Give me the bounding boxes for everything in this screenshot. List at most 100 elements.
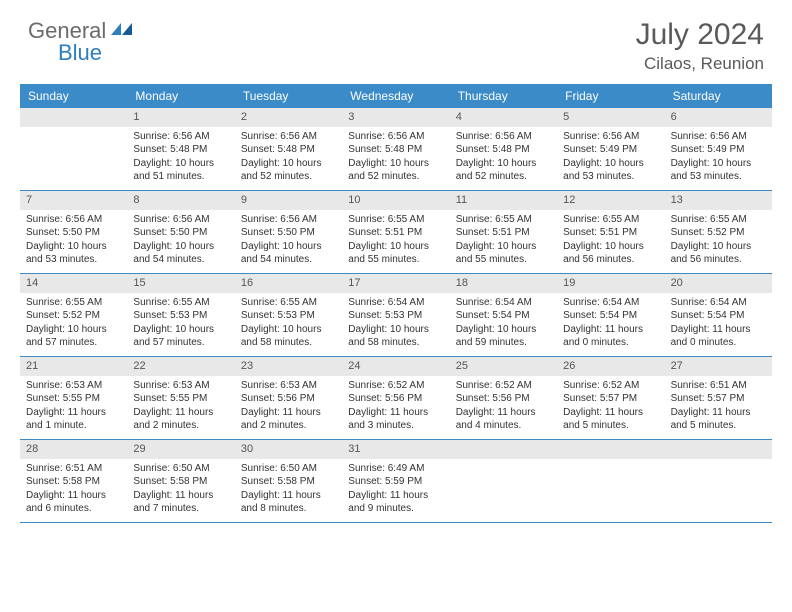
sunrise-text: Sunrise: 6:53 AM [133, 379, 228, 393]
week-row: 1Sunrise: 6:56 AMSunset: 5:48 PMDaylight… [20, 108, 772, 191]
day-cell: 31Sunrise: 6:49 AMSunset: 5:59 PMDayligh… [342, 440, 449, 522]
sunset-text: Sunset: 5:49 PM [671, 143, 766, 157]
sunset-text: Sunset: 5:53 PM [241, 309, 336, 323]
sunrise-text: Sunrise: 6:56 AM [133, 213, 228, 227]
daylight-text: Daylight: 11 hours and 2 minutes. [133, 406, 228, 433]
day-number: 29 [127, 440, 234, 459]
day-number [557, 440, 664, 459]
day-cell: 8Sunrise: 6:56 AMSunset: 5:50 PMDaylight… [127, 191, 234, 273]
day-body: Sunrise: 6:55 AMSunset: 5:51 PMDaylight:… [342, 210, 449, 272]
sunset-text: Sunset: 5:51 PM [348, 226, 443, 240]
day-number: 20 [665, 274, 772, 293]
day-cell-empty [450, 440, 557, 522]
sunset-text: Sunset: 5:48 PM [241, 143, 336, 157]
day-number: 15 [127, 274, 234, 293]
day-header-sunday: Sunday [20, 84, 127, 108]
day-cell-empty [20, 108, 127, 190]
day-body: Sunrise: 6:55 AMSunset: 5:51 PMDaylight:… [450, 210, 557, 272]
sunrise-text: Sunrise: 6:56 AM [456, 130, 551, 144]
sunrise-text: Sunrise: 6:56 AM [671, 130, 766, 144]
day-number: 18 [450, 274, 557, 293]
day-body: Sunrise: 6:54 AMSunset: 5:54 PMDaylight:… [665, 293, 772, 355]
day-number: 14 [20, 274, 127, 293]
sunset-text: Sunset: 5:51 PM [563, 226, 658, 240]
day-header-tuesday: Tuesday [235, 84, 342, 108]
daylight-text: Daylight: 11 hours and 0 minutes. [671, 323, 766, 350]
weeks-container: 1Sunrise: 6:56 AMSunset: 5:48 PMDaylight… [20, 108, 772, 523]
day-cell: 18Sunrise: 6:54 AMSunset: 5:54 PMDayligh… [450, 274, 557, 356]
day-cell: 10Sunrise: 6:55 AMSunset: 5:51 PMDayligh… [342, 191, 449, 273]
sunrise-text: Sunrise: 6:52 AM [563, 379, 658, 393]
day-body: Sunrise: 6:52 AMSunset: 5:56 PMDaylight:… [342, 376, 449, 438]
day-body: Sunrise: 6:55 AMSunset: 5:51 PMDaylight:… [557, 210, 664, 272]
day-cell: 20Sunrise: 6:54 AMSunset: 5:54 PMDayligh… [665, 274, 772, 356]
day-cell: 21Sunrise: 6:53 AMSunset: 5:55 PMDayligh… [20, 357, 127, 439]
day-cell-empty [557, 440, 664, 522]
daylight-text: Daylight: 10 hours and 58 minutes. [348, 323, 443, 350]
day-number: 22 [127, 357, 234, 376]
sunset-text: Sunset: 5:52 PM [671, 226, 766, 240]
sunrise-text: Sunrise: 6:54 AM [671, 296, 766, 310]
day-cell: 12Sunrise: 6:55 AMSunset: 5:51 PMDayligh… [557, 191, 664, 273]
daylight-text: Daylight: 10 hours and 54 minutes. [133, 240, 228, 267]
daylight-text: Daylight: 11 hours and 7 minutes. [133, 489, 228, 516]
daylight-text: Daylight: 11 hours and 6 minutes. [26, 489, 121, 516]
day-header-monday: Monday [127, 84, 234, 108]
day-cell: 28Sunrise: 6:51 AMSunset: 5:58 PMDayligh… [20, 440, 127, 522]
sunrise-text: Sunrise: 6:54 AM [563, 296, 658, 310]
day-number: 2 [235, 108, 342, 127]
daylight-text: Daylight: 10 hours and 58 minutes. [241, 323, 336, 350]
day-cell: 23Sunrise: 6:53 AMSunset: 5:56 PMDayligh… [235, 357, 342, 439]
daylight-text: Daylight: 10 hours and 53 minutes. [671, 157, 766, 184]
week-row: 28Sunrise: 6:51 AMSunset: 5:58 PMDayligh… [20, 440, 772, 523]
sunset-text: Sunset: 5:53 PM [348, 309, 443, 323]
sunset-text: Sunset: 5:59 PM [348, 475, 443, 489]
sunrise-text: Sunrise: 6:54 AM [456, 296, 551, 310]
day-body: Sunrise: 6:53 AMSunset: 5:55 PMDaylight:… [127, 376, 234, 438]
sunset-text: Sunset: 5:57 PM [563, 392, 658, 406]
day-number: 19 [557, 274, 664, 293]
daylight-text: Daylight: 10 hours and 53 minutes. [26, 240, 121, 267]
logo-flag-icon [111, 21, 133, 42]
day-body: Sunrise: 6:49 AMSunset: 5:59 PMDaylight:… [342, 459, 449, 521]
sunset-text: Sunset: 5:56 PM [348, 392, 443, 406]
day-cell: 2Sunrise: 6:56 AMSunset: 5:48 PMDaylight… [235, 108, 342, 190]
day-body: Sunrise: 6:56 AMSunset: 5:49 PMDaylight:… [557, 127, 664, 189]
sunset-text: Sunset: 5:57 PM [671, 392, 766, 406]
daylight-text: Daylight: 10 hours and 55 minutes. [456, 240, 551, 267]
sunrise-text: Sunrise: 6:55 AM [671, 213, 766, 227]
sunrise-text: Sunrise: 6:51 AM [671, 379, 766, 393]
day-number: 1 [127, 108, 234, 127]
day-body: Sunrise: 6:53 AMSunset: 5:56 PMDaylight:… [235, 376, 342, 438]
calendar: SundayMondayTuesdayWednesdayThursdayFrid… [0, 84, 792, 523]
sunrise-text: Sunrise: 6:56 AM [348, 130, 443, 144]
month-title: July 2024 [636, 18, 764, 52]
day-cell: 14Sunrise: 6:55 AMSunset: 5:52 PMDayligh… [20, 274, 127, 356]
day-body: Sunrise: 6:56 AMSunset: 5:48 PMDaylight:… [127, 127, 234, 189]
daylight-text: Daylight: 10 hours and 55 minutes. [348, 240, 443, 267]
daylight-text: Daylight: 11 hours and 5 minutes. [671, 406, 766, 433]
sunrise-text: Sunrise: 6:52 AM [348, 379, 443, 393]
day-number [665, 440, 772, 459]
sunrise-text: Sunrise: 6:50 AM [241, 462, 336, 476]
day-cell: 7Sunrise: 6:56 AMSunset: 5:50 PMDaylight… [20, 191, 127, 273]
sunset-text: Sunset: 5:51 PM [456, 226, 551, 240]
sunset-text: Sunset: 5:53 PM [133, 309, 228, 323]
sunset-text: Sunset: 5:48 PM [456, 143, 551, 157]
day-body: Sunrise: 6:50 AMSunset: 5:58 PMDaylight:… [235, 459, 342, 521]
day-number: 17 [342, 274, 449, 293]
day-number: 9 [235, 191, 342, 210]
day-number: 25 [450, 357, 557, 376]
day-cell: 3Sunrise: 6:56 AMSunset: 5:48 PMDaylight… [342, 108, 449, 190]
day-body: Sunrise: 6:56 AMSunset: 5:48 PMDaylight:… [235, 127, 342, 189]
day-number: 26 [557, 357, 664, 376]
day-number: 23 [235, 357, 342, 376]
day-cell: 13Sunrise: 6:55 AMSunset: 5:52 PMDayligh… [665, 191, 772, 273]
sunrise-text: Sunrise: 6:56 AM [133, 130, 228, 144]
sunrise-text: Sunrise: 6:56 AM [26, 213, 121, 227]
sunset-text: Sunset: 5:48 PM [133, 143, 228, 157]
day-cell-empty [665, 440, 772, 522]
daylight-text: Daylight: 10 hours and 56 minutes. [563, 240, 658, 267]
day-body: Sunrise: 6:54 AMSunset: 5:54 PMDaylight:… [557, 293, 664, 355]
day-cell: 22Sunrise: 6:53 AMSunset: 5:55 PMDayligh… [127, 357, 234, 439]
